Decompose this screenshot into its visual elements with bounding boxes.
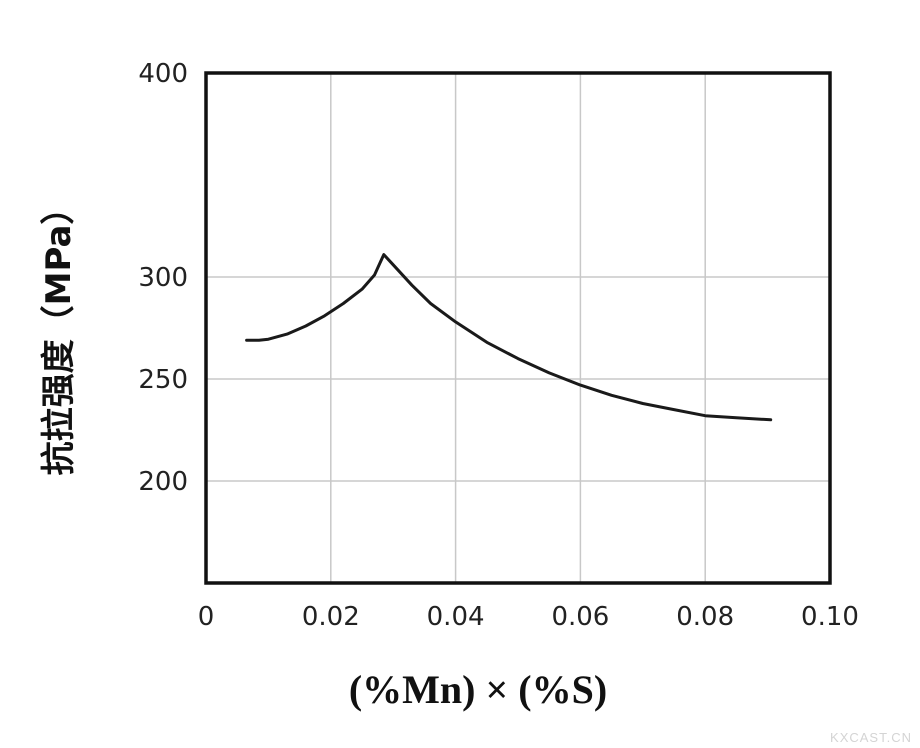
y-tick-label: 300 <box>138 263 188 293</box>
x-tick-label: 0.04 <box>427 602 485 632</box>
x-tick-label: 0.06 <box>551 602 609 632</box>
y-tick-label: 400 <box>138 59 188 89</box>
x-tick-label: 0.10 <box>801 602 859 632</box>
y-axis-ticks: 200 250 300 400 <box>138 59 188 497</box>
watermark: KXCAST.CN <box>830 730 912 745</box>
data-line <box>245 253 773 422</box>
x-tick-label: 0 <box>198 602 215 632</box>
y-tick-label: 250 <box>138 365 188 395</box>
y-axis-label: 抗拉强度（MPa） <box>39 191 79 476</box>
x-tick-label: 0.02 <box>302 602 360 632</box>
x-axis-ticks: 0 0.02 0.04 0.06 0.08 0.10 <box>198 602 859 632</box>
y-tick-label: 200 <box>138 467 188 497</box>
grid-lines <box>206 73 830 583</box>
x-axis-label: (%Mn) × (%S) <box>349 667 607 712</box>
x-tick-label: 0.08 <box>676 602 734 632</box>
plot-frame <box>204 71 832 585</box>
